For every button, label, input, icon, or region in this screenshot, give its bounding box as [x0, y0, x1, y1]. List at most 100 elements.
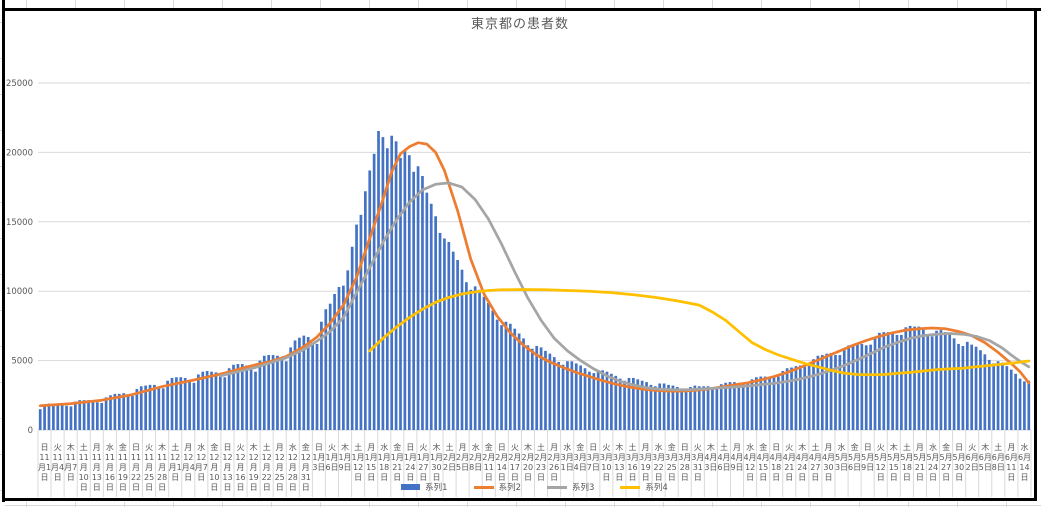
- x-axis-label: 16: [627, 463, 637, 472]
- bar: [276, 355, 279, 430]
- bar: [355, 224, 358, 430]
- x-axis-label: 3月: [665, 453, 678, 462]
- bar: [640, 380, 644, 430]
- x-axis-label: 27: [810, 463, 820, 472]
- bar: [267, 355, 271, 430]
- x-axis-label: 1月: [365, 453, 378, 462]
- x-axis-label: 月: [276, 443, 284, 452]
- line-series-3[interactable]: [218, 181, 1031, 392]
- excel-gridline: [908, 0, 909, 8]
- bar: [961, 346, 965, 430]
- bar: [851, 344, 855, 430]
- y-axis-label: 0: [28, 426, 33, 436]
- x-axis-label: 日: [537, 473, 545, 482]
- excel-gridline: [0, 94, 2, 95]
- bar: [104, 397, 108, 430]
- x-axis-label: 火: [511, 443, 519, 452]
- x-axis-labels[interactable]: 日11月1日火11月4日木11月7日土11月10日月11月13日水11月16日金…: [38, 442, 1031, 492]
- excel-gridline: [75, 0, 76, 8]
- x-axis-label: 日: [498, 443, 506, 452]
- bar: [456, 259, 459, 430]
- x-axis-label: 日: [903, 473, 911, 482]
- bar: [632, 377, 635, 430]
- bar: [588, 371, 591, 430]
- x-axis-label: 日: [694, 473, 702, 482]
- bar: [74, 401, 77, 430]
- excel-gridline: [516, 0, 517, 8]
- bar: [715, 387, 719, 430]
- legend-item-series3[interactable]: 系列3: [547, 481, 594, 493]
- bar: [100, 402, 104, 430]
- bar: [772, 377, 776, 430]
- bar: [447, 241, 451, 430]
- excel-gridline: [614, 0, 615, 8]
- x-axis-label: 12: [196, 453, 206, 462]
- bar: [117, 393, 121, 430]
- bar: [803, 366, 807, 430]
- bar: [878, 332, 881, 430]
- x-axis-label: 8日: [469, 463, 482, 472]
- bar: [289, 347, 292, 430]
- x-axis-label: 9日: [338, 463, 351, 472]
- y-gridlines: [38, 82, 1031, 431]
- chart-title[interactable]: 東京都の患者数: [470, 17, 569, 32]
- x-axis-label: 月: [302, 463, 310, 472]
- bar: [363, 191, 367, 430]
- bar: [1009, 369, 1013, 430]
- bar: [913, 326, 916, 430]
- excel-gridline: [320, 502, 321, 507]
- bar: [680, 389, 684, 430]
- x-axis-label: 5月: [913, 453, 926, 462]
- x-axis-label: 28: [157, 473, 167, 482]
- chart-legend[interactable]: 系列1 系列2 系列3 系列4: [38, 481, 1031, 493]
- x-axis-label: 日: [54, 473, 62, 482]
- x-axis-label: 4月: [822, 453, 835, 462]
- x-axis-label: 22: [131, 473, 141, 482]
- x-axis-label: 11: [484, 463, 494, 472]
- excel-gridline: [0, 274, 2, 275]
- x-axis-label: 日: [302, 483, 310, 492]
- x-axis-label: 月: [224, 463, 232, 472]
- legend-line-swatch-3: [547, 485, 567, 489]
- line-series-2[interactable]: [38, 141, 1031, 408]
- legend-item-series1[interactable]: 系列1: [401, 481, 448, 493]
- excel-gridline: [859, 0, 860, 8]
- bar: [574, 363, 578, 430]
- excel-gridline: [222, 0, 223, 8]
- bar: [82, 400, 86, 430]
- y-axis-labels[interactable]: 0 5000 10000 15000 20000 25000: [6, 79, 33, 436]
- bar: [856, 343, 859, 430]
- bar: [970, 344, 974, 430]
- x-axis-label: 金: [485, 442, 493, 452]
- x-axis-label: 月4: [51, 463, 64, 472]
- x-axis-label: 3月: [691, 453, 704, 462]
- excel-gridline: [0, 418, 2, 419]
- x-axis-label: 9日: [861, 463, 874, 472]
- bar: [737, 382, 741, 430]
- bar: [847, 345, 851, 430]
- x-axis-label: 木: [341, 442, 349, 452]
- x-axis-label: 1月: [325, 453, 338, 462]
- page-border-right: [1034, 8, 1037, 501]
- bar: [755, 377, 758, 430]
- legend-item-series2[interactable]: 系列2: [473, 481, 521, 493]
- bar: [842, 348, 846, 430]
- x-axis-label: 3月: [626, 453, 639, 462]
- bar-series-1[interactable]: [38, 131, 1031, 431]
- bar: [139, 386, 143, 430]
- bar: [873, 337, 877, 430]
- x-axis-label: 4月: [770, 453, 783, 462]
- excel-gridline: [1006, 0, 1007, 8]
- x-axis-label: 3月: [561, 453, 574, 462]
- x-axis-label: 2日: [966, 463, 979, 472]
- x-axis-label: 14: [1019, 463, 1029, 472]
- x-axis-label: 火: [968, 443, 976, 452]
- legend-item-series4[interactable]: 系列4: [620, 481, 668, 493]
- x-axis-label: 火: [785, 443, 793, 452]
- bar: [469, 289, 473, 430]
- line-series-4[interactable]: [368, 288, 1031, 377]
- x-axis-label: 12: [262, 453, 272, 462]
- bar: [1023, 381, 1026, 430]
- x-axis-label: 土: [354, 442, 362, 452]
